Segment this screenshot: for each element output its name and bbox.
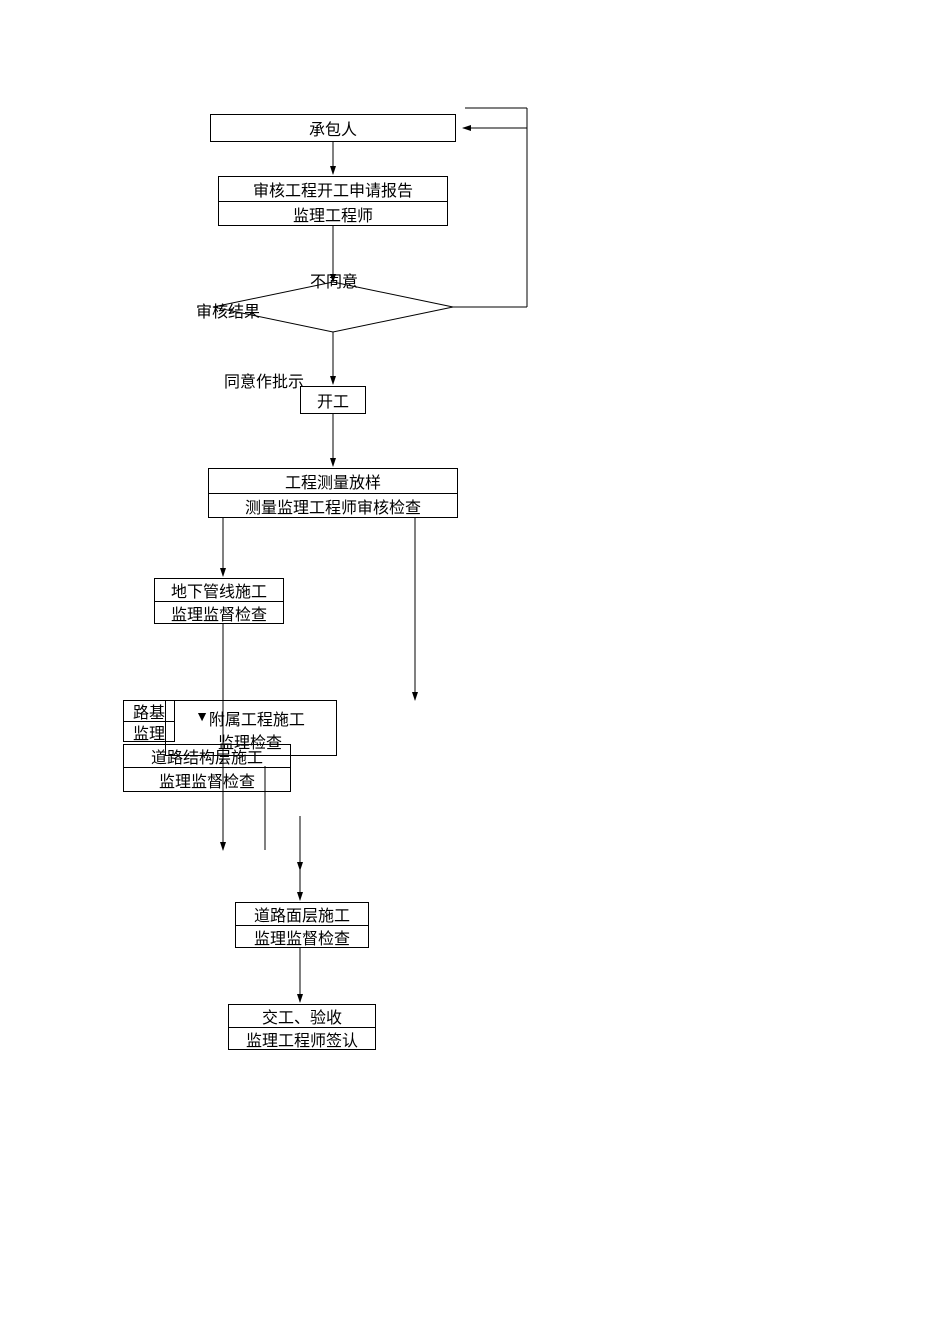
survey-top: 工程测量放样 bbox=[208, 468, 458, 494]
review-app-top: 审核工程开工申请报告 bbox=[218, 176, 448, 202]
node-start-work: 开工 bbox=[300, 386, 366, 414]
agree-label: 同意作批示 bbox=[224, 368, 304, 392]
handover-bottom: 监理工程师签认 bbox=[228, 1028, 376, 1050]
flowchart-svg bbox=[0, 0, 950, 1344]
survey-bottom: 测量监理工程师审核检查 bbox=[208, 494, 458, 518]
node-contractor: 承包人 bbox=[210, 114, 456, 142]
handover-top: 交工、验收 bbox=[228, 1004, 376, 1028]
road-struct-bottom: 监理监督检查 bbox=[123, 768, 291, 792]
underground-top: 地下管线施工 bbox=[154, 578, 284, 602]
surface-top: 道路面层施工 bbox=[235, 902, 369, 926]
node-road-struct: 道路结构层施工 监理监督检查 bbox=[123, 744, 291, 792]
start-work-label: 开工 bbox=[317, 388, 349, 412]
road-struct-top: 道路结构层施工 bbox=[123, 744, 291, 768]
contractor-label: 承包人 bbox=[309, 116, 357, 140]
review-app-bottom: 监理工程师 bbox=[218, 202, 448, 226]
node-surface: 道路面层施工 监理监督检查 bbox=[235, 902, 369, 948]
underground-bottom: 监理监督检查 bbox=[154, 602, 284, 624]
node-handover: 交工、验收 监理工程师签认 bbox=[228, 1004, 376, 1050]
node-survey: 工程测量放样 测量监理工程师审核检查 bbox=[208, 468, 458, 518]
surface-bottom: 监理监督检查 bbox=[235, 926, 369, 948]
node-review-app: 审核工程开工申请报告 监理工程师 bbox=[218, 176, 448, 226]
decision-label: 审核结果 bbox=[196, 298, 260, 322]
node-underground: 地下管线施工 监理监督检查 bbox=[154, 578, 284, 624]
disagree-label: 不同意 bbox=[310, 268, 358, 292]
